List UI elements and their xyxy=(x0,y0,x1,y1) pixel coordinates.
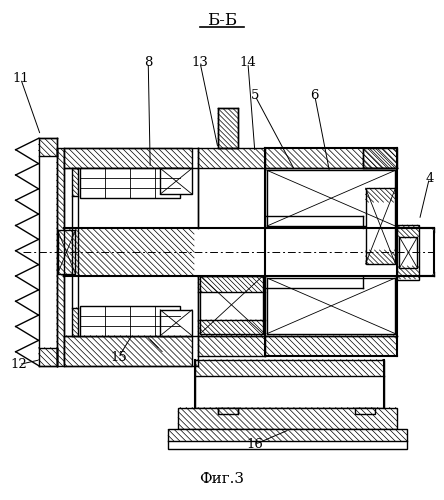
Bar xyxy=(195,360,385,408)
Bar xyxy=(355,408,375,414)
Bar xyxy=(58,230,75,274)
Bar xyxy=(56,148,64,366)
Bar xyxy=(218,108,238,148)
Bar xyxy=(160,168,192,194)
Text: Б-Б: Б-Б xyxy=(207,12,237,29)
Text: 12: 12 xyxy=(10,358,27,371)
Text: 8: 8 xyxy=(144,56,152,69)
Bar xyxy=(218,408,238,414)
Bar xyxy=(80,306,180,336)
Bar xyxy=(178,408,397,430)
Bar xyxy=(200,276,263,334)
Bar xyxy=(267,278,396,334)
Text: 11: 11 xyxy=(12,72,29,85)
Bar xyxy=(64,148,192,169)
Bar xyxy=(80,168,180,198)
Text: 6: 6 xyxy=(310,89,319,102)
Bar xyxy=(397,225,420,280)
Text: 4: 4 xyxy=(425,172,433,184)
Bar xyxy=(363,148,397,169)
Bar xyxy=(168,430,408,450)
Bar xyxy=(365,188,396,264)
Bar xyxy=(400,237,417,268)
Text: 15: 15 xyxy=(110,351,127,364)
Text: 5: 5 xyxy=(251,89,259,102)
Text: Фиг.3: Фиг.3 xyxy=(199,472,245,486)
Text: 14: 14 xyxy=(240,56,256,69)
Text: 16: 16 xyxy=(246,438,263,451)
Bar xyxy=(64,336,192,366)
Bar xyxy=(267,170,396,226)
Text: 13: 13 xyxy=(192,56,209,69)
Bar xyxy=(160,310,192,336)
